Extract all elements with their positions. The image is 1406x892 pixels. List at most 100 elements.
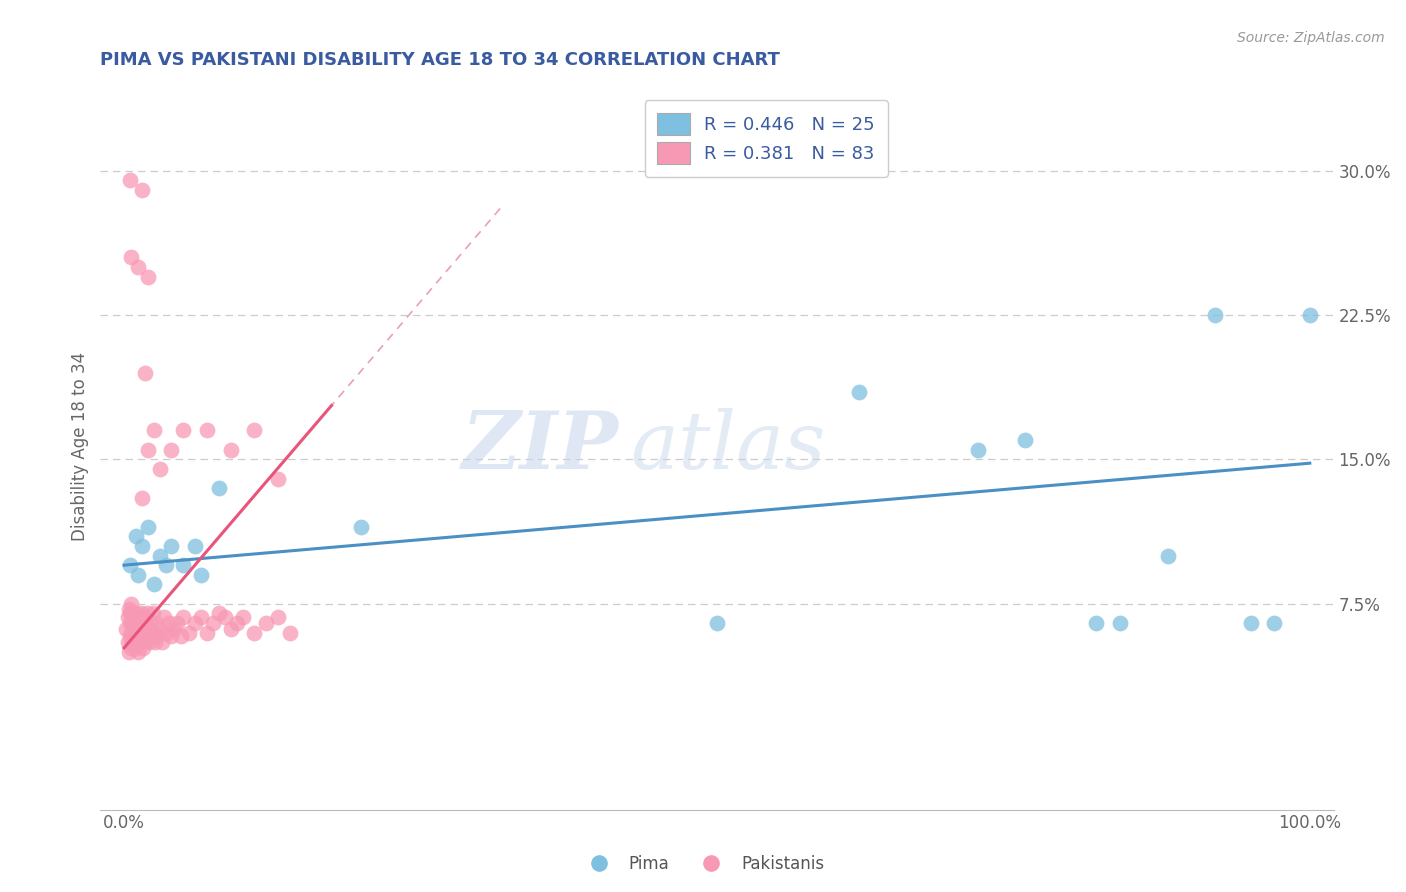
Point: [128, 635, 150, 649]
Point: [150, 635, 173, 649]
Text: PIMA VS PAKISTANI DISABILITY AGE 18 TO 34 CORRELATION CHART: PIMA VS PAKISTANI DISABILITY AGE 18 TO 3…: [100, 51, 780, 69]
Point: [149, 549, 172, 563]
Point: [278, 625, 301, 640]
Point: [132, 610, 155, 624]
Point: [184, 539, 207, 553]
Point: [172, 558, 194, 573]
Point: [118, 558, 141, 573]
Text: ZIP: ZIP: [461, 408, 619, 485]
Point: [243, 424, 266, 438]
Point: [142, 625, 165, 640]
Point: [120, 625, 142, 640]
Legend: Pima, Pakistanis: Pima, Pakistanis: [575, 848, 831, 880]
Point: [184, 615, 207, 630]
Point: [125, 615, 148, 630]
Point: [118, 629, 141, 643]
Point: [118, 615, 141, 630]
Point: [134, 625, 156, 640]
Point: [243, 625, 266, 640]
Point: [141, 629, 163, 643]
Point: [160, 539, 183, 553]
Point: [160, 629, 183, 643]
Point: [190, 610, 212, 624]
Legend: R = 0.446   N = 25, R = 0.381   N = 83: R = 0.446 N = 25, R = 0.381 N = 83: [645, 101, 887, 177]
Point: [121, 615, 143, 630]
Point: [124, 625, 146, 640]
Point: [120, 597, 142, 611]
Point: [120, 250, 142, 264]
Point: [1085, 615, 1108, 630]
Point: [128, 622, 150, 636]
Point: [131, 183, 153, 197]
Point: [214, 610, 236, 624]
Point: [219, 622, 242, 636]
Point: [267, 610, 290, 624]
Point: [157, 615, 180, 630]
Point: [208, 607, 231, 621]
Point: [146, 629, 169, 643]
Point: [706, 615, 728, 630]
Point: [153, 610, 176, 624]
Y-axis label: Disability Age 18 to 34: Disability Age 18 to 34: [72, 352, 89, 541]
Point: [127, 645, 149, 659]
Point: [136, 269, 159, 284]
Point: [208, 481, 231, 495]
Point: [134, 366, 156, 380]
Point: [1299, 308, 1322, 322]
Point: [190, 567, 212, 582]
Point: [118, 607, 141, 621]
Point: [1239, 615, 1261, 630]
Point: [1263, 615, 1285, 630]
Point: [848, 384, 870, 399]
Text: Source: ZipAtlas.com: Source: ZipAtlas.com: [1237, 31, 1385, 45]
Point: [156, 625, 179, 640]
Point: [142, 424, 165, 438]
Point: [160, 442, 183, 457]
Point: [131, 491, 153, 505]
Point: [127, 567, 149, 582]
Point: [201, 615, 224, 630]
Point: [232, 610, 254, 624]
Point: [120, 640, 142, 655]
Point: [179, 625, 201, 640]
Point: [131, 615, 153, 630]
Point: [122, 620, 145, 634]
Point: [125, 635, 148, 649]
Point: [136, 442, 159, 457]
Point: [136, 622, 159, 636]
Point: [135, 607, 157, 621]
Point: [143, 635, 166, 649]
Point: [127, 610, 149, 624]
Point: [124, 640, 146, 655]
Point: [118, 173, 141, 187]
Point: [166, 615, 188, 630]
Point: [1204, 308, 1226, 322]
Point: [149, 622, 172, 636]
Point: [125, 529, 148, 543]
Point: [131, 629, 153, 643]
Point: [118, 602, 141, 616]
Point: [142, 577, 165, 591]
Point: [118, 645, 141, 659]
Point: [1109, 615, 1132, 630]
Point: [115, 622, 138, 636]
Point: [149, 462, 172, 476]
Text: atlas: atlas: [631, 408, 825, 485]
Point: [163, 622, 186, 636]
Point: [350, 519, 373, 533]
Point: [117, 635, 139, 649]
Point: [172, 610, 194, 624]
Point: [136, 519, 159, 533]
Point: [127, 620, 149, 634]
Point: [195, 625, 218, 640]
Point: [122, 610, 145, 624]
Point: [121, 607, 143, 621]
Point: [139, 615, 162, 630]
Point: [254, 615, 277, 630]
Point: [141, 607, 163, 621]
Point: [125, 607, 148, 621]
Point: [966, 442, 988, 457]
Point: [267, 472, 290, 486]
Point: [145, 615, 167, 630]
Point: [225, 615, 247, 630]
